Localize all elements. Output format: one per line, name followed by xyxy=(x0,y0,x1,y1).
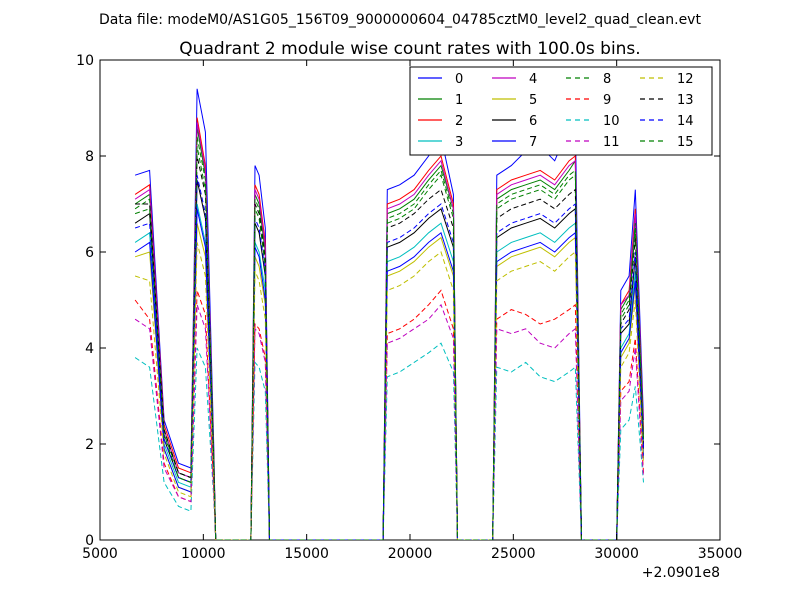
y-tick-label: 4 xyxy=(85,341,94,357)
legend-label-1: 1 xyxy=(455,93,463,108)
x-tick-label: 25000 xyxy=(491,546,536,562)
legend-label-10: 10 xyxy=(603,114,620,129)
x-tick-label: 30000 xyxy=(594,546,639,562)
y-tick-label: 0 xyxy=(85,533,94,549)
legend-label-7: 7 xyxy=(529,135,537,150)
series-line-11 xyxy=(134,303,644,540)
series-group xyxy=(134,88,644,540)
series-line-9 xyxy=(134,289,644,540)
y-tick-label: 8 xyxy=(85,149,94,165)
x-tick-label: 15000 xyxy=(284,546,329,562)
x-tick-label: 20000 xyxy=(388,546,433,562)
legend-label-8: 8 xyxy=(603,72,611,87)
figure-suptitle: Data file: modeM0/AS1G05_156T09_90000006… xyxy=(99,12,701,28)
legend-label-12: 12 xyxy=(677,72,694,87)
y-tick-label: 10 xyxy=(76,53,94,69)
legend-label-2: 2 xyxy=(455,114,463,129)
legend-label-9: 9 xyxy=(603,93,611,108)
x-tick-label: 10000 xyxy=(181,546,226,562)
legend-frame xyxy=(409,66,713,156)
legend-label-5: 5 xyxy=(529,93,537,108)
x-tick-label: 5000 xyxy=(82,546,118,562)
x-offset-label: +2.0901e8 xyxy=(642,565,720,581)
y-tick-label: 6 xyxy=(85,245,94,261)
series-line-0 xyxy=(134,88,644,540)
legend-label-15: 15 xyxy=(677,135,694,150)
series-line-15 xyxy=(134,146,644,540)
legend-label-0: 0 xyxy=(455,72,463,87)
chart-title: Quadrant 2 module wise count rates with … xyxy=(179,39,640,59)
legend-label-3: 3 xyxy=(455,135,463,150)
x-tick-label: 35000 xyxy=(698,546,743,562)
legend-label-11: 11 xyxy=(603,135,620,150)
legend-label-13: 13 xyxy=(677,93,694,108)
series-line-10 xyxy=(134,342,644,540)
legend-label-4: 4 xyxy=(529,72,537,87)
legend-label-6: 6 xyxy=(529,114,537,129)
y-tick-label: 2 xyxy=(85,437,94,453)
legend-label-14: 14 xyxy=(677,114,694,129)
axis-group: 5000 10000 15000 20000 25000 30000 35000 0 2 4 6 8 1… xyxy=(76,53,742,562)
